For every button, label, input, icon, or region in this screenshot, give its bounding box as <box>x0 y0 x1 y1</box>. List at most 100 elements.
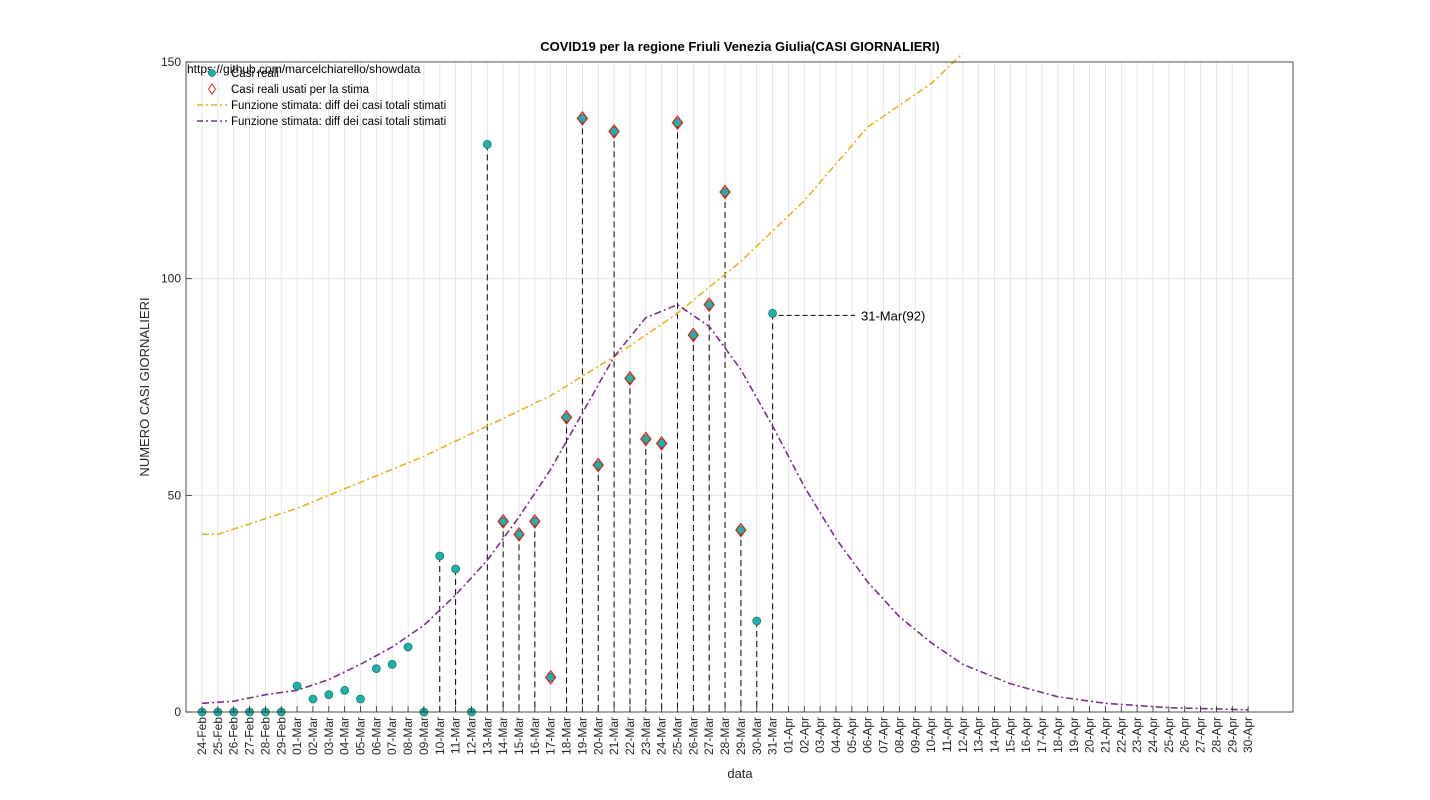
legend-label: Funzione stimata: diff dei casi totali s… <box>231 100 446 112</box>
x-tick-label: 27-Feb <box>243 717 257 755</box>
x-tick-label: 21-Apr <box>1098 717 1112 753</box>
point-casi-reali <box>704 300 714 310</box>
point-casi-reali <box>688 330 698 340</box>
x-tick-label: 17-Mar <box>544 717 558 755</box>
point-casi-usati <box>544 669 557 685</box>
point-casi-usati <box>608 123 620 139</box>
x-tick-label: 05-Mar <box>354 717 368 755</box>
x-tick-label: 22-Apr <box>1114 717 1128 753</box>
point-casi-reali <box>546 672 556 682</box>
point-casi-usati <box>592 457 605 473</box>
x-tick-label: 12-Apr <box>956 717 970 753</box>
x-tick-label: 01-Mar <box>290 717 304 755</box>
x-tick-label: 27-Mar <box>702 717 716 755</box>
x-tick-label: 02-Mar <box>306 717 320 755</box>
y-tick-label: 0 <box>174 705 181 719</box>
y-tick-label: 50 <box>168 488 182 502</box>
x-tick-label: 04-Apr <box>829 717 843 753</box>
estimated-curve-purple <box>201 303 1249 711</box>
point-casi-usati <box>719 184 731 200</box>
point-casi-reali <box>641 434 651 444</box>
x-tick-label: 01-Apr <box>781 717 795 753</box>
y-axis-ticks: 0 50 100 150 <box>161 55 192 719</box>
legend-marker-circle <box>208 69 216 77</box>
point-casi-reali <box>768 308 777 318</box>
point-casi-usati <box>576 110 589 126</box>
point-casi-usati <box>513 526 525 542</box>
x-axis-label: data <box>727 766 753 781</box>
point-casi-usati <box>640 431 652 447</box>
estimated-curve-orange <box>202 52 964 536</box>
point-casi-reali <box>451 564 461 574</box>
point-casi-usati <box>497 513 509 529</box>
x-tick-label: 17-Apr <box>1035 717 1049 753</box>
x-tick-label: 19-Mar <box>575 717 589 755</box>
x-tick-label: 30-Apr <box>1241 717 1255 753</box>
x-tick-label: 11-Mar <box>449 717 463 754</box>
x-tick-label: 15-Apr <box>1003 717 1017 753</box>
x-tick-label: 31-Mar <box>766 717 780 755</box>
point-casi-reali <box>435 551 445 561</box>
fitted-curves <box>201 52 1249 711</box>
y-tick-label: 150 <box>161 55 181 69</box>
point-casi-reali <box>324 690 334 700</box>
plot-area <box>186 62 1293 712</box>
x-tick-label: 04-Mar <box>338 717 352 755</box>
x-tick-label: 22-Mar <box>623 717 637 755</box>
x-tick-label: 30-Mar <box>750 717 764 755</box>
plot-frame <box>185 61 1294 713</box>
annotation: 31-Mar(92) <box>778 308 925 323</box>
x-tick-label: 25-Mar <box>671 717 685 755</box>
point-casi-reali <box>736 525 746 535</box>
point-casi-reali <box>562 412 571 422</box>
data-markers <box>197 110 777 717</box>
point-casi-usati <box>735 522 747 538</box>
x-tick-label: 20-Mar <box>591 717 605 755</box>
x-tick-label: 15-Mar <box>512 717 526 755</box>
x-tick-label: 18-Mar <box>560 717 574 755</box>
point-casi-reali <box>593 460 603 470</box>
x-tick-label: 16-Mar <box>528 717 542 755</box>
point-casi-usati <box>703 297 715 313</box>
x-tick-label: 28-Apr <box>1209 717 1223 753</box>
y-tick-label: 100 <box>161 272 181 286</box>
x-tick-label: 14-Apr <box>988 717 1002 753</box>
x-tick-label: 26-Mar <box>686 717 700 755</box>
point-casi-reali <box>308 694 318 704</box>
point-casi-reali <box>498 516 508 526</box>
point-casi-reali <box>578 113 587 123</box>
x-tick-label: 27-Apr <box>1194 717 1208 753</box>
x-tick-label: 02-Apr <box>797 717 811 753</box>
x-tick-label: 29-Feb <box>274 717 288 755</box>
x-tick-label: 03-Mar <box>322 717 336 755</box>
point-casi-reali <box>625 373 635 383</box>
point-casi-reali <box>514 529 524 539</box>
point-casi-reali <box>340 685 350 695</box>
x-tick-label: 13-Mar <box>480 717 494 755</box>
x-tick-label: 23-Apr <box>1130 717 1144 753</box>
x-tick-label: 07-Mar <box>385 717 399 755</box>
x-tick-label: 07-Apr <box>877 717 891 753</box>
point-casi-usati <box>529 513 541 529</box>
point-casi-usati <box>655 435 668 451</box>
x-tick-label: 12-Mar <box>464 717 478 755</box>
point-casi-reali <box>371 664 381 674</box>
x-tick-label: 06-Apr <box>861 717 875 753</box>
legend-label: Casi reali usati per la stima <box>231 84 370 96</box>
legend-label: Casi reali <box>231 68 279 80</box>
point-casi-reali <box>609 126 619 136</box>
x-tick-label: 09-Mar <box>417 717 431 755</box>
x-tick-label: 26-Apr <box>1178 717 1192 753</box>
x-tick-label: 23-Mar <box>639 717 653 755</box>
x-tick-label: 29-Apr <box>1225 717 1239 753</box>
x-tick-label: 10-Apr <box>924 717 938 753</box>
source-link[interactable]: https://github.com/marcelchiarello/showd… <box>187 62 421 76</box>
chart-title: COVID19 per la regione Friuli Venezia Gi… <box>540 39 939 54</box>
point-casi-reali <box>720 187 730 197</box>
x-tick-label: 25-Feb <box>211 717 225 755</box>
x-tick-label: 21-Mar <box>607 717 621 755</box>
point-casi-reali <box>482 139 492 149</box>
x-axis-ticks: 24-Feb 25-Feb 26-Feb 27-Feb 28-Feb 29-Feb 01-M… <box>195 706 1255 755</box>
x-tick-label: 06-Mar <box>369 717 383 755</box>
x-tick-label: 20-Apr <box>1083 717 1097 753</box>
